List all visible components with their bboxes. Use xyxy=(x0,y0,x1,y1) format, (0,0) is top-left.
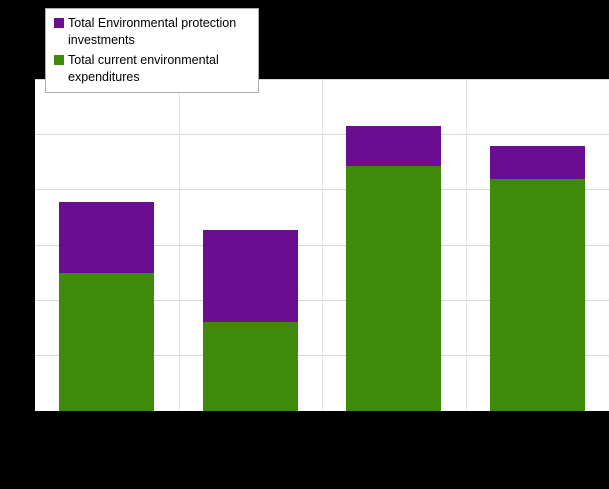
bar-segment xyxy=(202,230,298,323)
legend-label: Total current environmental expenditures xyxy=(68,52,219,84)
gridline-horizontal xyxy=(35,79,609,80)
bar-segment xyxy=(489,146,585,180)
bar-segment xyxy=(489,179,585,411)
legend-item: Total Environmental protection investmen… xyxy=(54,15,250,49)
legend-item: Total current environmental expenditures xyxy=(54,52,250,86)
bar-segment xyxy=(346,126,442,167)
bar-segment xyxy=(202,322,298,411)
gridline-vertical xyxy=(465,80,467,411)
legend-marker-swatch xyxy=(54,18,64,28)
chart-legend: Total Environmental protection investmen… xyxy=(45,8,259,93)
gridline-vertical xyxy=(178,80,180,411)
bar-segment xyxy=(59,273,155,411)
bar-segment xyxy=(346,166,442,411)
chart-plot-area xyxy=(35,79,609,411)
legend-label: Total Environmental protection investmen… xyxy=(68,16,237,47)
x-axis-label-area xyxy=(0,411,609,489)
bar-segment xyxy=(59,201,155,274)
legend-marker-swatch xyxy=(54,54,64,65)
gridline-vertical xyxy=(322,80,323,411)
